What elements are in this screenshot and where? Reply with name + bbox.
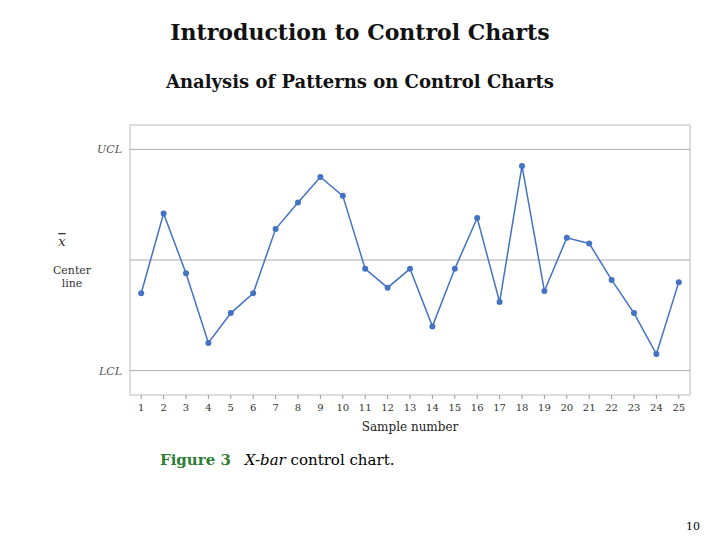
x-tick-label: 1: [138, 402, 144, 413]
x-tick-label: 21: [583, 402, 596, 413]
data-point: [541, 288, 547, 294]
data-point: [228, 310, 234, 316]
reference-label-line: Center: [53, 264, 92, 277]
x-tick: [365, 395, 366, 399]
x-tick-label: 9: [317, 402, 323, 413]
x-tick-label: 5: [228, 402, 234, 413]
x-tick: [589, 395, 590, 399]
reference-line: [130, 149, 690, 150]
caption: Figure 3 X-bar control chart.: [160, 451, 394, 469]
data-point: [250, 290, 256, 296]
data-point: [586, 240, 592, 246]
series-line: [141, 166, 679, 354]
x-tick: [566, 395, 567, 399]
title: Introduction to Control Charts: [170, 19, 549, 45]
x-tick: [342, 395, 343, 399]
caption-text: X-bar: [244, 451, 287, 469]
data-point: [273, 226, 279, 232]
x-tick-label: 16: [471, 402, 484, 413]
reference-label: Centerline: [53, 264, 92, 290]
x-tick: [387, 395, 388, 399]
x-tick-label: 13: [404, 402, 417, 413]
data-point: [676, 279, 682, 285]
x-tick-label: 12: [381, 402, 394, 413]
x-tick-label: 17: [493, 402, 506, 413]
x-tick: [522, 395, 523, 399]
x-tick: [611, 395, 612, 399]
x-tick: [477, 395, 478, 399]
x-tick-label: 7: [272, 402, 278, 413]
page-number: 10: [686, 520, 700, 533]
x-tick: [432, 395, 433, 399]
data-point: [362, 266, 368, 272]
x-tick-label: 19: [538, 402, 551, 413]
x-tick: [634, 395, 635, 399]
data-point: [138, 290, 144, 296]
x-tick: [163, 395, 164, 399]
x-tick-label: 24: [650, 402, 663, 413]
reference-line: [130, 370, 690, 371]
x-axis-label: Sample number: [362, 420, 459, 434]
x-tick-label: 10: [336, 402, 349, 413]
x-tick-label: 3: [183, 402, 189, 413]
x-tick-label: 6: [250, 402, 256, 413]
x-tick: [656, 395, 657, 399]
x-tick: [410, 395, 411, 399]
data-point: [205, 340, 211, 346]
x-tick: [678, 395, 679, 399]
x-tick: [230, 395, 231, 399]
data-point: [317, 174, 323, 180]
x-tick: [186, 395, 187, 399]
reference-label: LCL: [98, 365, 122, 378]
chart: Introduction to Control Charts Analysis o…: [0, 0, 720, 540]
data-point: [385, 285, 391, 291]
caption-label: Figure 3: [160, 451, 231, 469]
data-point: [183, 270, 189, 276]
x-tick: [298, 395, 299, 399]
x-tick: [454, 395, 455, 399]
x-tick-label: 20: [560, 402, 573, 413]
x-tick-label: 18: [516, 402, 529, 413]
data-point: [161, 211, 167, 217]
x-tick: [208, 395, 209, 399]
data-point: [452, 266, 458, 272]
data-point: [653, 351, 659, 357]
x-tick-label: 15: [448, 402, 461, 413]
reference-symbol: x: [58, 234, 66, 249]
data-point: [609, 277, 615, 283]
data-point: [519, 163, 525, 169]
x-tick: [544, 395, 545, 399]
data-point: [474, 215, 480, 221]
reference-label: UCL: [97, 143, 122, 156]
x-tick-label: 11: [359, 402, 372, 413]
reference-label-line: line: [62, 277, 83, 290]
reference-lines: [130, 149, 690, 370]
data-point: [631, 310, 637, 316]
reference-line: [130, 260, 690, 261]
x-tick-label: 4: [205, 402, 211, 413]
x-tick: [253, 395, 254, 399]
data-point: [295, 199, 301, 205]
data-point: [407, 266, 413, 272]
x-tick-label: 23: [628, 402, 641, 413]
x-tick-label: 22: [605, 402, 618, 413]
x-tick-label: 14: [426, 402, 439, 413]
plot-frame: [130, 125, 690, 395]
x-tick: [320, 395, 321, 399]
x-tick: [275, 395, 276, 399]
series: [138, 163, 682, 357]
x-tick: [499, 395, 500, 399]
x-tick-label: 2: [160, 402, 166, 413]
data-point: [497, 299, 503, 305]
data-point: [429, 323, 435, 329]
data-point: [564, 235, 570, 241]
x-tick-label: 8: [295, 402, 301, 413]
x-tick-label: 25: [672, 402, 685, 413]
data-point: [340, 193, 346, 199]
subtitle: Analysis of Patterns on Control Charts: [165, 71, 554, 92]
caption-rest: control chart.: [286, 451, 395, 469]
x-tick: [141, 395, 142, 399]
